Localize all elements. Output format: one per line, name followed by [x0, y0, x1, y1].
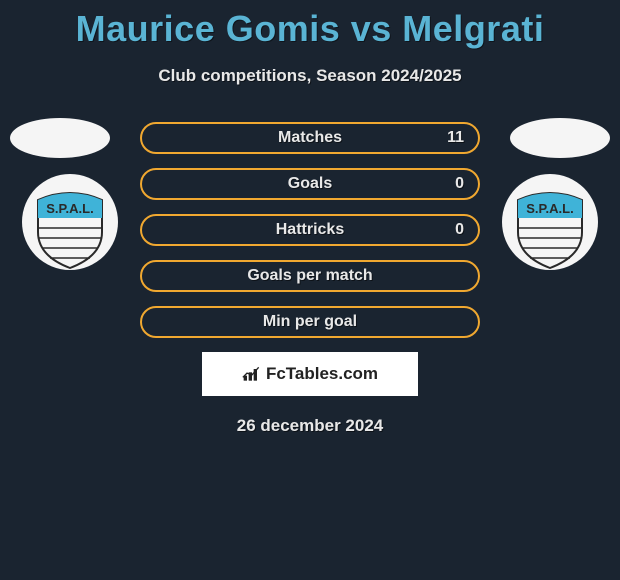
svg-text:S.P.A.L.: S.P.A.L. [46, 201, 93, 216]
stat-row-goals: Goals 0 [140, 168, 480, 200]
brand-box: FcTables.com [202, 352, 418, 396]
player-avatar-right [510, 118, 610, 158]
bar-chart-icon [242, 365, 262, 383]
player-avatar-left [10, 118, 110, 158]
stat-label: Hattricks [276, 221, 344, 239]
spal-shield-icon: S.P.A.L. [500, 172, 600, 272]
stat-row-goals-per-match: Goals per match [140, 260, 480, 292]
comparison-subtitle: Club competitions, Season 2024/2025 [0, 66, 620, 86]
brand-text: FcTables.com [266, 364, 378, 384]
stat-label: Min per goal [263, 313, 357, 331]
stat-label: Matches [278, 129, 342, 147]
comparison-title: Maurice Gomis vs Melgrati [0, 0, 620, 50]
svg-text:S.P.A.L.: S.P.A.L. [526, 201, 573, 216]
club-logo-left: S.P.A.L. [20, 172, 120, 272]
stat-label: Goals [288, 175, 332, 193]
stat-label: Goals per match [247, 267, 372, 285]
club-logo-right: S.P.A.L. [500, 172, 600, 272]
stat-row-min-per-goal: Min per goal [140, 306, 480, 338]
stat-row-matches: Matches 11 [140, 122, 480, 154]
stat-value-right: 11 [447, 129, 464, 147]
spal-shield-icon: S.P.A.L. [20, 172, 120, 272]
brand-label: FcTables.com [242, 364, 378, 384]
stats-container: Matches 11 Goals 0 Hattricks 0 Goals per… [140, 122, 480, 436]
snapshot-date: 26 december 2024 [140, 416, 480, 436]
stat-value-right: 0 [455, 175, 464, 193]
stat-row-hattricks: Hattricks 0 [140, 214, 480, 246]
stat-value-right: 0 [455, 221, 464, 239]
